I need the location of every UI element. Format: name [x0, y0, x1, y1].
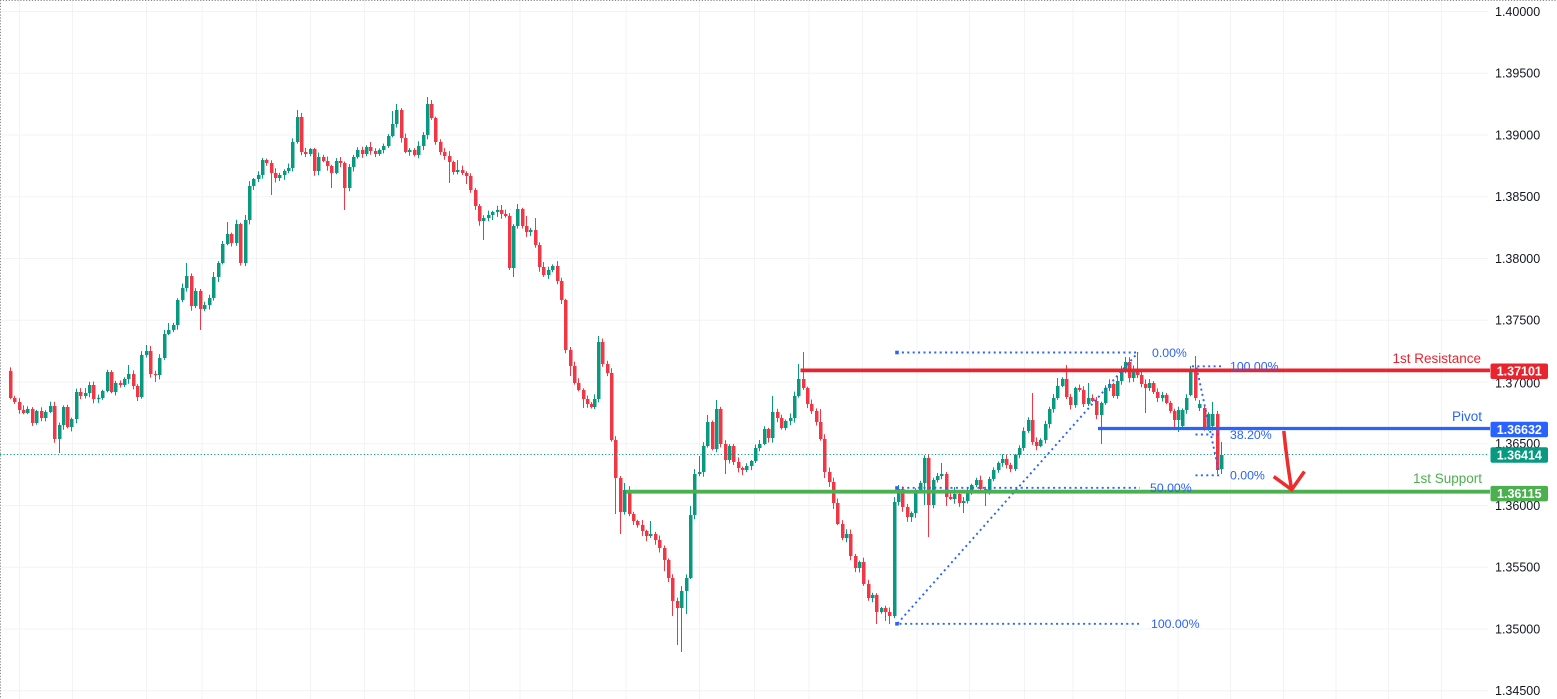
svg-text:1.34500: 1.34500 [1495, 684, 1540, 698]
svg-text:1st Support: 1st Support [1413, 471, 1482, 486]
svg-text:1.36000: 1.36000 [1495, 499, 1540, 513]
svg-text:1.36632: 1.36632 [1497, 423, 1542, 437]
svg-text:1.35000: 1.35000 [1495, 622, 1540, 636]
svg-text:1.39000: 1.39000 [1495, 128, 1540, 142]
svg-text:100.00%: 100.00% [1230, 359, 1279, 373]
svg-text:0.00%: 0.00% [1230, 469, 1265, 483]
svg-text:1.37101: 1.37101 [1497, 365, 1542, 379]
svg-text:100.00%: 100.00% [1151, 617, 1200, 631]
svg-text:1.38000: 1.38000 [1495, 252, 1540, 266]
svg-text:1.38500: 1.38500 [1495, 190, 1540, 204]
svg-text:1.36414: 1.36414 [1497, 448, 1542, 462]
svg-text:1.37500: 1.37500 [1495, 314, 1540, 328]
svg-text:Pivot: Pivot [1452, 409, 1482, 424]
svg-text:1st Resistance: 1st Resistance [1392, 351, 1481, 366]
svg-text:38.20%: 38.20% [1230, 428, 1272, 442]
svg-text:1.39500: 1.39500 [1495, 67, 1540, 81]
svg-text:50.00%: 50.00% [1150, 481, 1192, 495]
svg-text:1.35500: 1.35500 [1495, 561, 1540, 575]
svg-text:1.40000: 1.40000 [1495, 5, 1540, 19]
svg-text:1.37000: 1.37000 [1495, 376, 1540, 390]
svg-text:1.36115: 1.36115 [1497, 487, 1542, 501]
svg-text:0.00%: 0.00% [1152, 346, 1187, 360]
